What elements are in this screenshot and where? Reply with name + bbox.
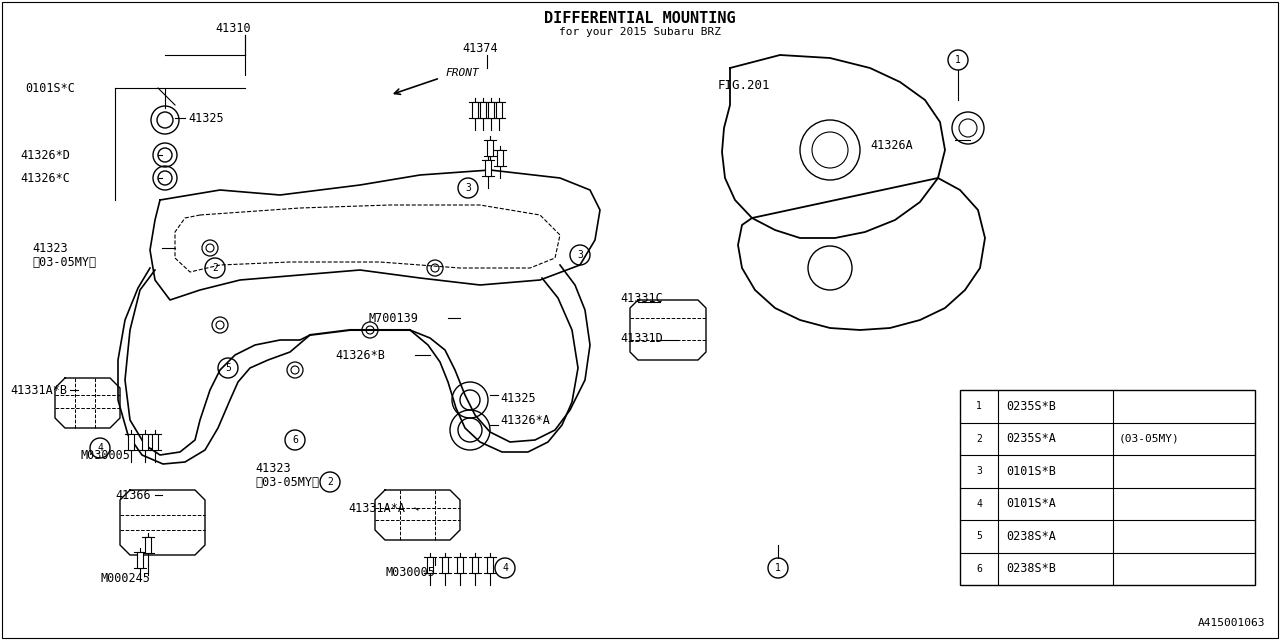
Text: A415001063: A415001063 xyxy=(1198,618,1265,628)
Text: 3: 3 xyxy=(577,250,582,260)
Bar xyxy=(488,102,494,118)
Bar xyxy=(145,537,151,553)
Text: 41366: 41366 xyxy=(115,488,151,502)
Text: M700139: M700139 xyxy=(369,312,417,324)
Text: 41374: 41374 xyxy=(462,42,498,54)
Bar xyxy=(480,102,486,118)
Text: 4: 4 xyxy=(97,443,102,453)
Bar xyxy=(457,557,463,573)
Bar xyxy=(442,557,448,573)
Bar xyxy=(142,434,148,450)
Text: 0101S*B: 0101S*B xyxy=(1006,465,1056,477)
Text: DIFFERENTIAL MOUNTING: DIFFERENTIAL MOUNTING xyxy=(544,10,736,26)
Text: 41323: 41323 xyxy=(255,461,291,474)
Text: M000245: M000245 xyxy=(100,572,150,584)
Text: 0235S*B: 0235S*B xyxy=(1006,400,1056,413)
Bar xyxy=(497,150,503,166)
Text: (03-05MY): (03-05MY) xyxy=(1119,434,1180,444)
Text: 0238S*A: 0238S*A xyxy=(1006,530,1056,543)
Text: for your 2015 Subaru BRZ: for your 2015 Subaru BRZ xyxy=(559,27,721,37)
Text: 41331D: 41331D xyxy=(620,332,663,344)
Text: 3: 3 xyxy=(465,183,471,193)
Text: 5: 5 xyxy=(225,363,230,373)
Text: 41326*C: 41326*C xyxy=(20,172,70,184)
Text: 1: 1 xyxy=(776,563,781,573)
Text: M030005: M030005 xyxy=(385,566,435,579)
Bar xyxy=(128,434,134,450)
Text: 0101S*A: 0101S*A xyxy=(1006,497,1056,510)
Text: 41323: 41323 xyxy=(32,241,68,255)
Text: 1: 1 xyxy=(955,55,961,65)
Text: 41331A*B: 41331A*B xyxy=(10,383,67,397)
Bar xyxy=(472,102,477,118)
Bar xyxy=(472,557,477,573)
Text: 41326A: 41326A xyxy=(870,138,913,152)
Text: 3: 3 xyxy=(977,467,982,476)
Text: 4: 4 xyxy=(502,563,508,573)
Text: 0238S*B: 0238S*B xyxy=(1006,563,1056,575)
Text: M030005: M030005 xyxy=(81,449,129,461)
Text: 41325: 41325 xyxy=(188,111,224,125)
Bar xyxy=(497,102,502,118)
Bar xyxy=(428,557,433,573)
Text: 41326*B: 41326*B xyxy=(335,349,385,362)
Bar xyxy=(960,390,1254,585)
Text: 41331C: 41331C xyxy=(620,291,663,305)
Text: 【03-05MY】: 【03-05MY】 xyxy=(255,476,319,488)
Text: 2: 2 xyxy=(977,434,982,444)
Text: 4: 4 xyxy=(977,499,982,509)
Bar xyxy=(485,160,492,176)
Bar xyxy=(137,552,143,568)
Text: 41326*A: 41326*A xyxy=(500,413,550,426)
Text: 【03-05MY】: 【03-05MY】 xyxy=(32,255,96,269)
Text: 6: 6 xyxy=(292,435,298,445)
Text: 41326*D: 41326*D xyxy=(20,148,70,161)
Text: 1: 1 xyxy=(977,401,982,412)
Text: FIG.201: FIG.201 xyxy=(718,79,771,92)
Text: 2: 2 xyxy=(212,263,218,273)
Text: 41310: 41310 xyxy=(215,22,251,35)
Text: 41325: 41325 xyxy=(500,392,535,404)
Text: 0101S*C: 0101S*C xyxy=(26,81,74,95)
Bar xyxy=(486,140,493,156)
Bar xyxy=(486,557,493,573)
Text: 6: 6 xyxy=(977,564,982,573)
Bar xyxy=(152,434,157,450)
Text: 41331A*A: 41331A*A xyxy=(348,502,404,515)
Text: 2: 2 xyxy=(328,477,333,487)
Text: 0235S*A: 0235S*A xyxy=(1006,432,1056,445)
Text: 5: 5 xyxy=(977,531,982,541)
Text: FRONT: FRONT xyxy=(445,68,479,78)
